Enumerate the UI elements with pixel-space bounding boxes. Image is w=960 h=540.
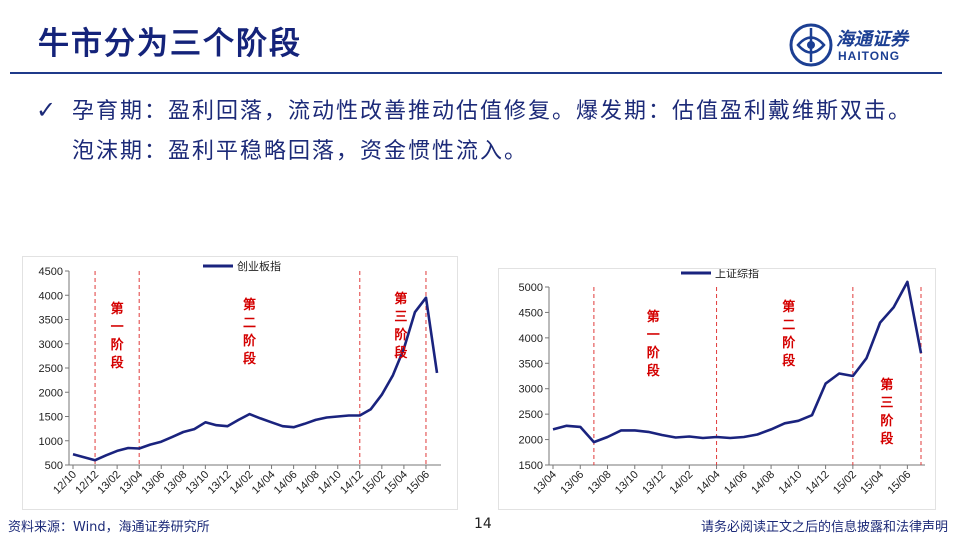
x-tick-label: 13/10 bbox=[184, 469, 212, 497]
x-tick-label: 14/04 bbox=[695, 469, 723, 497]
x-tick-label: 15/02 bbox=[831, 469, 859, 497]
checkmark-icon: ✓ bbox=[36, 96, 57, 124]
x-tick-label: 15/04 bbox=[858, 469, 886, 497]
x-tick-label: 14/02 bbox=[667, 469, 695, 497]
y-tick-label: 4500 bbox=[519, 307, 543, 319]
x-tick-label: 12/10 bbox=[51, 469, 79, 497]
logo-name-en: HAITONG bbox=[838, 49, 901, 63]
x-tick-label: 14/12 bbox=[338, 469, 366, 497]
x-tick-label: 12/12 bbox=[73, 469, 101, 497]
stage-label: 第二阶段 bbox=[243, 297, 257, 367]
x-tick-label: 15/02 bbox=[360, 469, 388, 497]
y-tick-label: 3500 bbox=[39, 315, 63, 327]
chart-shanghai-composite: 1500 2000 2500 3000 3500 4000 4500 5000 13/04 13/… bbox=[498, 268, 936, 510]
legend-label: 上证综指 bbox=[715, 269, 759, 280]
x-tick-label: 13/12 bbox=[640, 469, 668, 497]
series-line bbox=[72, 296, 439, 462]
y-tick-label: 2000 bbox=[39, 387, 63, 399]
x-tick-label: 13/04 bbox=[531, 469, 559, 497]
x-tick-label: 15/04 bbox=[382, 469, 410, 497]
chart-chinext-index: 500 1000 1500 2000 2500 3000 3500 4000 4500 12/10… bbox=[22, 256, 458, 510]
y-tick-label: 2500 bbox=[519, 409, 543, 421]
x-tick-label: 13/08 bbox=[161, 469, 189, 497]
y-tick-label: 2500 bbox=[39, 363, 63, 375]
x-tick-label: 14/02 bbox=[228, 469, 256, 497]
y-tick-label: 3000 bbox=[519, 384, 543, 396]
y-tick-label: 2000 bbox=[519, 435, 543, 447]
x-tick-label: 14/08 bbox=[294, 469, 322, 497]
legend-label: 创业板指 bbox=[237, 259, 281, 273]
y-tick-label: 500 bbox=[45, 460, 63, 472]
x-tick-label: 15/06 bbox=[404, 469, 432, 497]
y-tick-label: 4000 bbox=[519, 333, 543, 345]
y-tick-label: 5000 bbox=[519, 282, 543, 294]
x-tick-label: 13/02 bbox=[95, 469, 123, 497]
x-tick-label: 14/12 bbox=[804, 469, 832, 497]
x-tick-label: 14/10 bbox=[316, 469, 344, 497]
stage-label: 第一阶段 bbox=[647, 309, 661, 379]
x-tick-label: 13/12 bbox=[206, 469, 234, 497]
legal-disclaimer: 请务必阅读正文之后的信息披露和法律声明 bbox=[700, 520, 948, 535]
y-tick-label: 4500 bbox=[39, 266, 63, 278]
logo-name-cn: 海通证券 bbox=[836, 29, 908, 50]
y-tick-label: 1000 bbox=[39, 436, 63, 448]
y-tick-label: 1500 bbox=[519, 460, 543, 472]
stage-label: 第三阶段 bbox=[394, 291, 408, 361]
x-tick-label: 14/08 bbox=[749, 469, 777, 497]
x-tick-label: 13/04 bbox=[117, 469, 145, 497]
x-tick-label: 14/06 bbox=[272, 469, 300, 497]
x-tick-label: 14/10 bbox=[777, 469, 805, 497]
haitong-emblem-icon bbox=[789, 23, 833, 67]
series-line bbox=[552, 280, 923, 444]
page-number: 14 bbox=[474, 516, 492, 532]
x-tick-label: 13/06 bbox=[558, 469, 586, 497]
y-tick-label: 3500 bbox=[519, 358, 543, 370]
title-divider bbox=[10, 72, 942, 74]
stage-label: 第二阶段 bbox=[782, 299, 796, 369]
x-tick-label: 15/06 bbox=[886, 469, 914, 497]
x-tick-label: 13/10 bbox=[613, 469, 641, 497]
x-tick-label: 14/04 bbox=[250, 469, 278, 497]
stage-label: 第一阶段 bbox=[111, 301, 125, 371]
y-tick-label: 3000 bbox=[39, 339, 63, 351]
haitong-logo: 海通证券 HAITONG bbox=[788, 22, 948, 68]
y-tick-label: 4000 bbox=[39, 290, 63, 302]
x-tick-label: 14/06 bbox=[722, 469, 750, 497]
y-tick-label: 1500 bbox=[39, 412, 63, 424]
x-tick-label: 13/06 bbox=[139, 469, 167, 497]
source-note: 资料来源：Wind，海通证券研究所 bbox=[8, 520, 210, 535]
stage-label: 第三阶段 bbox=[880, 377, 894, 447]
x-tick-label: 13/08 bbox=[586, 469, 614, 497]
chart-chinext-svg: 500 1000 1500 2000 2500 3000 3500 4000 4500 12/10… bbox=[39, 259, 441, 497]
bullet-text: 孕育期：盈利回落，流动性改善推动估值修复。爆发期：估值盈利戴维斯双击。泡沫期：盈… bbox=[72, 99, 913, 164]
slide-title: 牛市分为三个阶段 bbox=[38, 26, 302, 62]
